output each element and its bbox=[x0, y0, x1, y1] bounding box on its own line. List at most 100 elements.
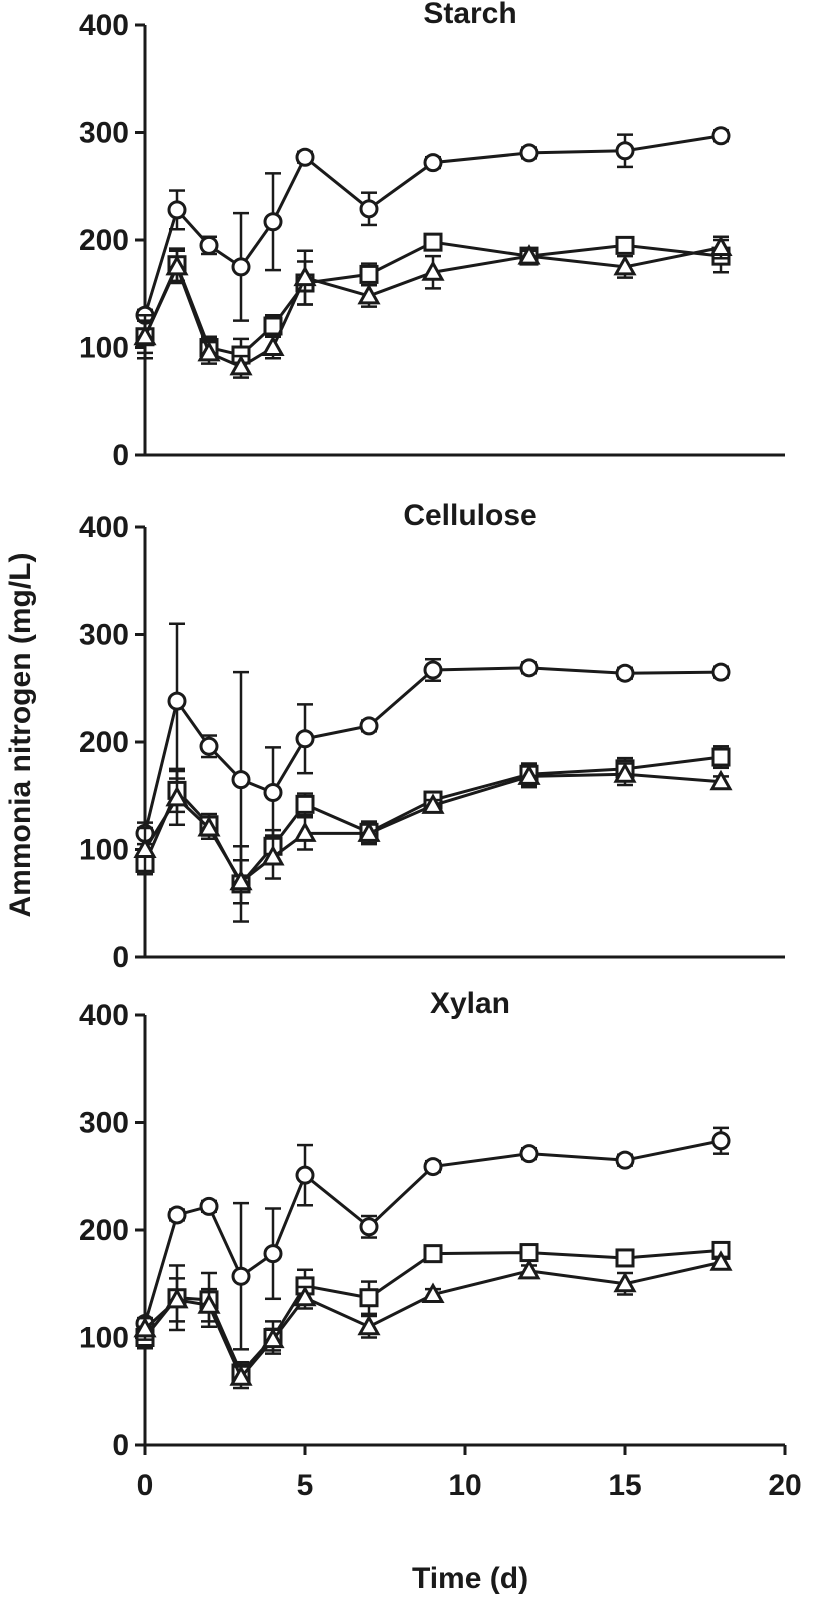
data-point bbox=[165, 1287, 189, 1309]
data-point bbox=[263, 1244, 283, 1264]
data-point bbox=[359, 716, 379, 736]
series-line bbox=[143, 772, 722, 884]
y-tick-label: 0 bbox=[112, 1429, 129, 1462]
data-point bbox=[165, 785, 189, 807]
series-square bbox=[135, 745, 731, 923]
data-point bbox=[167, 691, 187, 711]
data-point bbox=[357, 821, 381, 842]
data-point bbox=[167, 1205, 187, 1225]
series-triangle bbox=[133, 762, 733, 905]
data-point bbox=[517, 764, 541, 785]
data-point bbox=[133, 1316, 157, 1338]
data-point bbox=[711, 662, 731, 682]
series-triangle bbox=[133, 235, 733, 379]
data-point bbox=[709, 235, 733, 257]
x-tick-label: 10 bbox=[448, 1469, 481, 1502]
data-point bbox=[295, 729, 315, 749]
data-point bbox=[359, 1288, 379, 1308]
data-point bbox=[615, 663, 635, 683]
series-square bbox=[135, 1240, 731, 1385]
data-point bbox=[263, 783, 283, 803]
y-tick-label: 0 bbox=[112, 439, 129, 472]
data-point bbox=[133, 837, 157, 858]
data-point bbox=[165, 254, 189, 276]
data-point bbox=[519, 143, 539, 163]
data-point bbox=[199, 235, 219, 255]
y-tick-label: 400 bbox=[79, 9, 129, 42]
y-tick-label: 300 bbox=[79, 1107, 129, 1140]
data-point bbox=[423, 1157, 443, 1177]
data-point bbox=[421, 260, 445, 281]
y-tick-label: 100 bbox=[79, 1322, 129, 1355]
data-point bbox=[295, 1165, 315, 1185]
y-axis-title: Ammonia nitrogen (mg/L) bbox=[4, 553, 37, 918]
data-point bbox=[421, 1282, 445, 1303]
series-line bbox=[143, 1260, 722, 1381]
panel-title: Cellulose bbox=[403, 499, 536, 532]
data-point bbox=[517, 1258, 541, 1280]
data-point bbox=[517, 244, 541, 265]
y-tick-label: 300 bbox=[79, 619, 129, 652]
data-point bbox=[615, 1248, 635, 1268]
data-point bbox=[615, 235, 635, 255]
data-point bbox=[229, 354, 253, 376]
data-point bbox=[711, 1131, 731, 1151]
y-tick-label: 200 bbox=[79, 224, 129, 257]
data-point bbox=[197, 815, 221, 837]
data-point bbox=[613, 1271, 637, 1293]
data-point bbox=[421, 793, 445, 814]
y-tick-label: 400 bbox=[79, 999, 129, 1032]
x-axis: 0 5 10 15 20 bbox=[137, 1445, 802, 1502]
y-tick-label: 400 bbox=[79, 511, 129, 544]
data-point bbox=[615, 141, 635, 161]
data-point bbox=[423, 232, 443, 252]
data-point bbox=[613, 762, 637, 783]
y-tick-label: 200 bbox=[79, 726, 129, 759]
data-point bbox=[231, 1266, 251, 1286]
data-point bbox=[261, 335, 285, 356]
y-tick-label: 0 bbox=[112, 941, 129, 974]
data-point bbox=[231, 770, 251, 790]
panel-cellulose: Cellulose 0 100 200 300 400 bbox=[79, 499, 785, 974]
data-point bbox=[133, 324, 157, 346]
data-point bbox=[295, 147, 315, 167]
data-point bbox=[229, 869, 253, 891]
data-point bbox=[359, 264, 379, 284]
y-tick-label: 200 bbox=[79, 1214, 129, 1247]
x-tick-label: 0 bbox=[137, 1469, 154, 1502]
x-axis-title: Time (d) bbox=[412, 1562, 528, 1595]
data-point bbox=[261, 1327, 285, 1349]
data-point bbox=[293, 1285, 317, 1307]
series-circle bbox=[135, 622, 731, 889]
data-point bbox=[231, 257, 251, 277]
data-point bbox=[293, 821, 317, 842]
series-circle bbox=[135, 1126, 731, 1351]
data-point bbox=[293, 265, 317, 287]
x-tick-label: 20 bbox=[768, 1469, 801, 1502]
series-triangle bbox=[133, 1250, 733, 1390]
panel-xylan: Xylan 0 100 200 300 400 bbox=[79, 987, 785, 1462]
panel-title: Xylan bbox=[430, 987, 510, 1020]
data-point bbox=[357, 1314, 381, 1336]
data-point bbox=[519, 658, 539, 678]
y-tick-label: 300 bbox=[79, 117, 129, 150]
panel-title: Starch bbox=[423, 0, 516, 30]
data-point bbox=[357, 283, 381, 305]
data-point bbox=[263, 316, 283, 336]
data-point bbox=[423, 660, 443, 680]
data-point bbox=[711, 126, 731, 146]
data-point bbox=[199, 736, 219, 756]
x-tick-label: 15 bbox=[608, 1469, 641, 1502]
data-point bbox=[263, 212, 283, 232]
series-circle bbox=[135, 126, 731, 325]
y-tick-label: 100 bbox=[79, 834, 129, 867]
data-point bbox=[167, 200, 187, 220]
panel-starch: Starch 0 100 200 300 400 bbox=[79, 0, 785, 472]
data-point bbox=[199, 1196, 219, 1216]
data-point bbox=[615, 1150, 635, 1170]
data-point bbox=[197, 340, 221, 362]
data-point bbox=[613, 254, 637, 276]
data-point bbox=[519, 1243, 539, 1263]
data-point bbox=[709, 1250, 733, 1271]
